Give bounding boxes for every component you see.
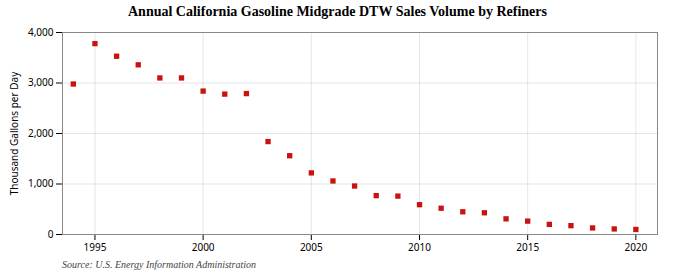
svg-text:1995: 1995 [84,240,107,254]
svg-text:3,000: 3,000 [28,75,54,89]
html-text:Annual California Gasoline Mid: Annual California Gasoline Midgrade DTW … [128,4,547,19]
svg-text:2020: 2020 [624,240,647,254]
svg-text:1,000: 1,000 [28,176,54,190]
svg-text:2000: 2000 [192,240,215,254]
svg-text:4,000: 4,000 [28,25,54,39]
svg-text:2010: 2010 [408,240,431,254]
svg-text:2005: 2005 [300,240,323,254]
svg-text:0: 0 [48,227,54,241]
svg-text:2,000: 2,000 [28,126,54,140]
html-text:Source: U.S. Energy Informatio: Source: U.S. Energy Information Administ… [62,259,257,270]
svg-text:Thousand Gallons per Day: Thousand Gallons per Day [7,71,21,195]
svg-text:2015: 2015 [516,240,539,254]
